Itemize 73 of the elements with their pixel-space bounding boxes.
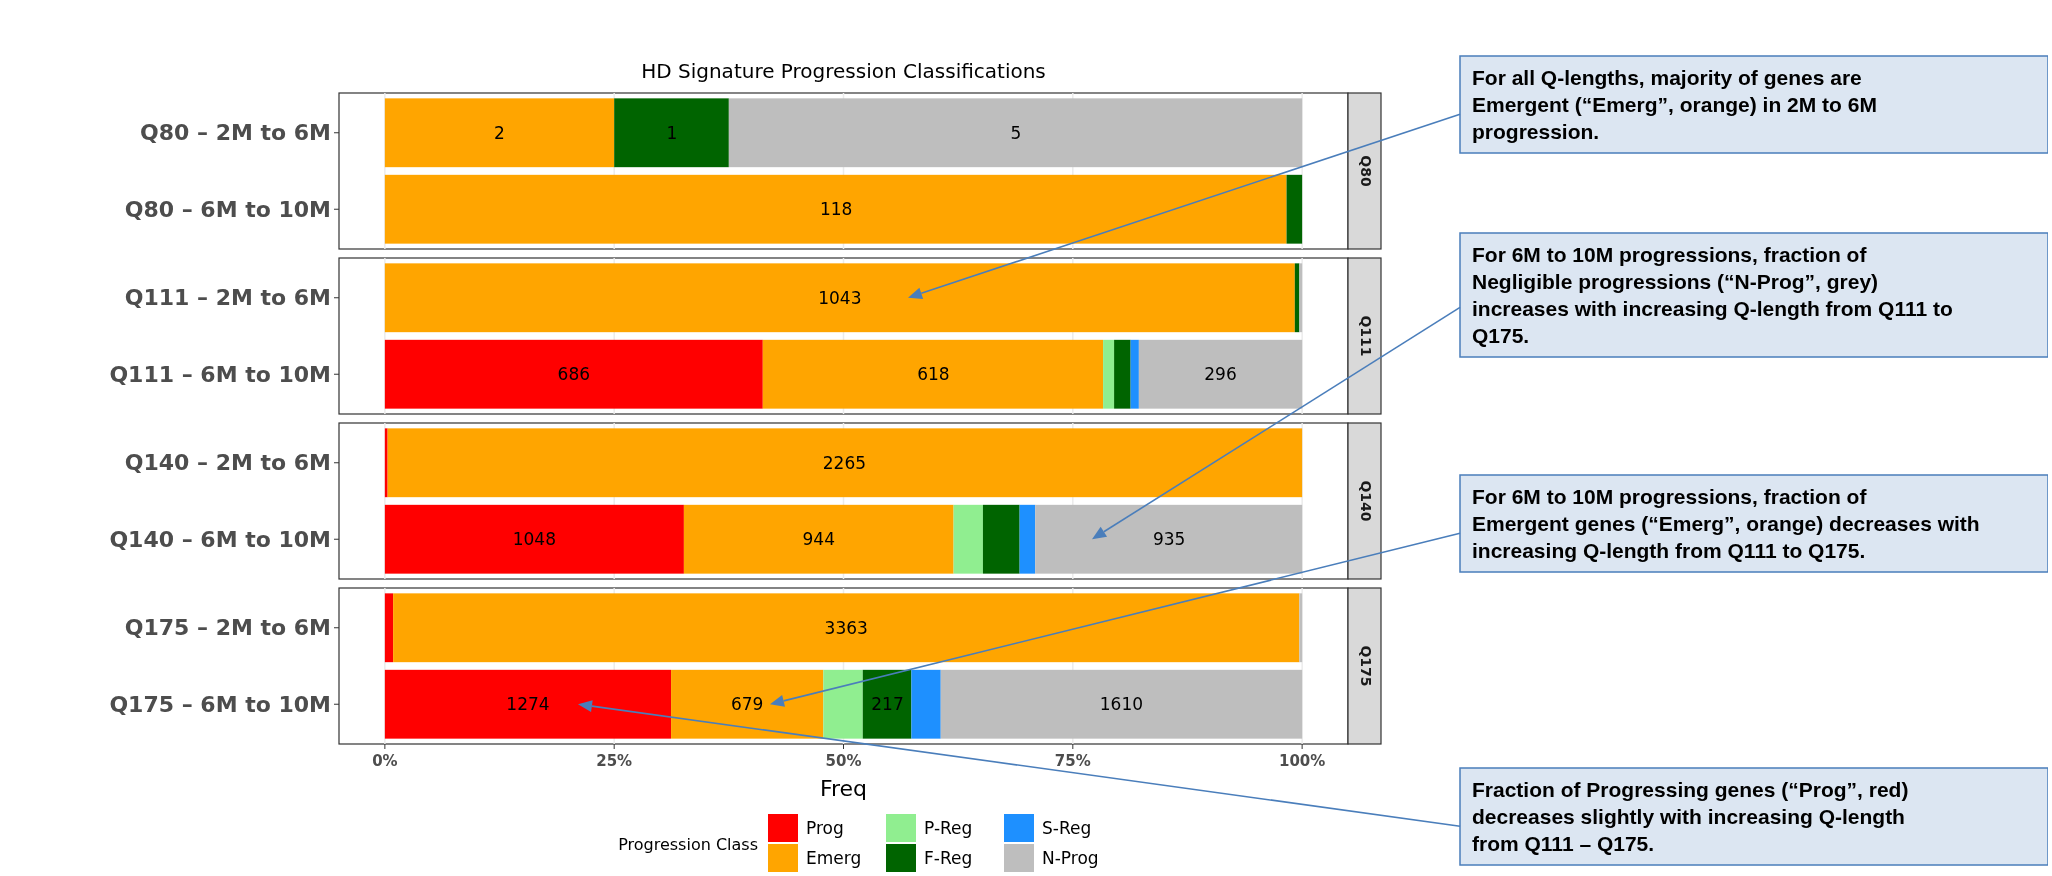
legend-label: S-Reg bbox=[1042, 817, 1092, 838]
bar bbox=[862, 669, 912, 739]
x-tick-label: 75% bbox=[1054, 752, 1091, 770]
bar bbox=[953, 504, 983, 574]
bar bbox=[1130, 339, 1139, 409]
y-tick-label: Q175 – 2M to 6M bbox=[124, 615, 331, 641]
x-tick-label: 25% bbox=[596, 752, 633, 770]
legend-label: F-Reg bbox=[924, 847, 973, 868]
annotation: 296 bbox=[1204, 364, 1237, 385]
bar bbox=[982, 504, 1020, 574]
bar bbox=[683, 504, 954, 574]
bar bbox=[728, 98, 1303, 168]
legend-label: N-Prog bbox=[1042, 847, 1099, 868]
text: For all Q-lengths, majority of genes are Emergent (“Emerg”, orange) in 2M to 6M progression. bbox=[1472, 66, 1877, 143]
bar bbox=[1114, 339, 1131, 409]
annotation: 2 bbox=[494, 122, 505, 143]
y-tick-label: Q111 – 6M to 10M bbox=[109, 361, 331, 387]
y-tick-label: Q140 – 2M to 6M bbox=[124, 450, 331, 476]
x-axis-title: Freq bbox=[819, 776, 868, 801]
annotation: 2265 bbox=[822, 452, 867, 473]
bar bbox=[940, 669, 1303, 739]
annotation: 1274 bbox=[506, 694, 550, 715]
legend-label: Emerg bbox=[806, 847, 862, 868]
annotation: 1 bbox=[666, 122, 678, 143]
bar bbox=[384, 593, 394, 663]
annotation: 686 bbox=[557, 364, 591, 385]
bar bbox=[1299, 263, 1303, 333]
legend-label: P-Reg bbox=[924, 817, 973, 838]
y2-axis-title: Q175 bbox=[1357, 645, 1374, 687]
bar bbox=[823, 669, 863, 739]
annotation: 679 bbox=[730, 694, 764, 715]
bar bbox=[614, 98, 729, 168]
legend-title: Progression Class bbox=[618, 834, 758, 854]
bar bbox=[671, 669, 824, 739]
text: Fraction of Progressing genes (“Prog”, red) decreases slightly with increasing Q-length from Q111 – Q175. bbox=[1472, 778, 1909, 855]
y2-axis-title: Q140 bbox=[1357, 480, 1374, 522]
bar bbox=[384, 669, 672, 739]
annotation: 1610 bbox=[1099, 694, 1144, 715]
annotation: 118 bbox=[819, 199, 853, 220]
annotation: 3363 bbox=[824, 617, 868, 638]
bar bbox=[762, 339, 1104, 409]
annotation: 5 bbox=[1010, 122, 1022, 143]
annotation: 944 bbox=[802, 529, 835, 550]
y2-axis-title: Q80 bbox=[1357, 155, 1374, 187]
y-tick-label: Q111 – 2M to 6M bbox=[124, 285, 331, 311]
bar bbox=[911, 669, 941, 739]
annotation: 217 bbox=[871, 694, 904, 715]
bar bbox=[1103, 339, 1115, 409]
bar bbox=[384, 504, 684, 574]
text: For 6M to 10M progressions, fraction of Emergent genes (“Emerg”, orange) decreases with increasing Q-length from Q111 to Q175. bbox=[1472, 485, 1980, 562]
bar bbox=[1286, 174, 1303, 244]
bar bbox=[384, 339, 763, 409]
y-tick-label: Q175 – 6M to 10M bbox=[109, 691, 331, 717]
text: For 6M to 10M progressions, fraction of Negligible progressions (“N-Prog”, grey) increases with increasing Q-length from Q111 to Q175. bbox=[1472, 243, 1953, 347]
bar bbox=[1299, 593, 1303, 663]
y-tick-label: Q80 – 6M to 10M bbox=[124, 196, 331, 222]
bar bbox=[384, 98, 615, 168]
y-tick-label: Q80 – 2M to 6M bbox=[140, 120, 331, 146]
bar bbox=[384, 428, 388, 498]
y2-axis-title: Q111 bbox=[1357, 315, 1374, 357]
x-tick-label: 100% bbox=[1278, 752, 1326, 770]
annotation: 618 bbox=[917, 364, 950, 385]
legend-label: Prog bbox=[806, 817, 844, 838]
x-tick-label: 0% bbox=[372, 752, 398, 770]
chart-subtitle: HD Signature Progression Classifications bbox=[641, 59, 1046, 83]
y-tick-label: Q140 – 6M to 10M bbox=[109, 526, 331, 552]
x-tick-label: 50% bbox=[825, 752, 862, 770]
bar bbox=[1138, 339, 1303, 409]
annotation: 1048 bbox=[512, 529, 557, 550]
bar bbox=[1035, 504, 1303, 574]
annotation: 1043 bbox=[818, 287, 862, 308]
annotation: 935 bbox=[1152, 529, 1186, 550]
bar bbox=[1019, 504, 1036, 574]
